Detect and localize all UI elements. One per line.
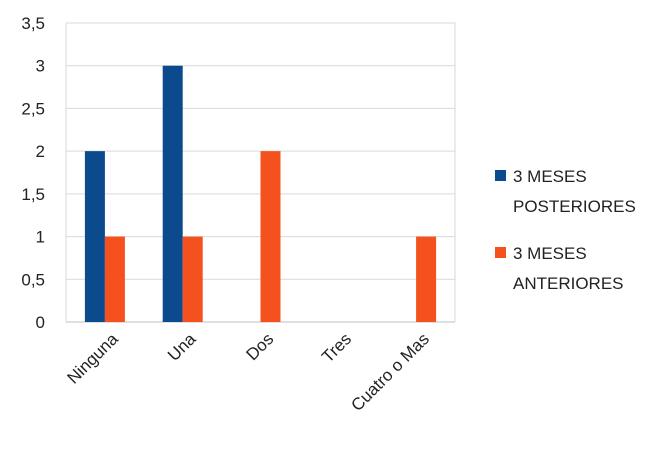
bar bbox=[416, 236, 437, 322]
bar bbox=[162, 65, 183, 322]
y-tick-label: 1,5 bbox=[21, 185, 45, 204]
legend: 3 MESES POSTERIORES 3 MESES ANTERIORES bbox=[495, 167, 636, 293]
bar bbox=[104, 236, 125, 322]
legend-label: 3 MESES bbox=[513, 244, 587, 263]
bar bbox=[182, 236, 203, 322]
x-tick-label: Tres bbox=[318, 329, 355, 366]
y-tick-label: 1 bbox=[36, 228, 45, 247]
y-tick-label: 3 bbox=[36, 57, 45, 76]
y-tick-label: 3,5 bbox=[21, 14, 45, 33]
y-tick-label: 2 bbox=[36, 142, 45, 161]
y-tick-label: 2,5 bbox=[21, 99, 45, 118]
bar bbox=[84, 151, 105, 322]
x-tick-label: Dos bbox=[243, 329, 278, 364]
x-tick-label: Ninguna bbox=[64, 329, 123, 388]
bars bbox=[84, 65, 437, 322]
legend-label: ANTERIORES bbox=[513, 274, 624, 293]
x-tick-label: Cuatro o Mas bbox=[347, 329, 433, 415]
legend-swatch bbox=[495, 170, 506, 181]
x-tick-label: Una bbox=[164, 329, 200, 365]
bar bbox=[260, 151, 281, 322]
legend-label: POSTERIORES bbox=[513, 197, 636, 216]
legend-swatch bbox=[495, 247, 506, 258]
y-tick-label: 0,5 bbox=[21, 270, 45, 289]
legend-label: 3 MESES bbox=[513, 167, 587, 186]
y-axis-ticks: 0 0,5 1 1,5 2 2,5 3 3,5 bbox=[21, 14, 45, 332]
y-tick-label: 0 bbox=[36, 313, 45, 332]
